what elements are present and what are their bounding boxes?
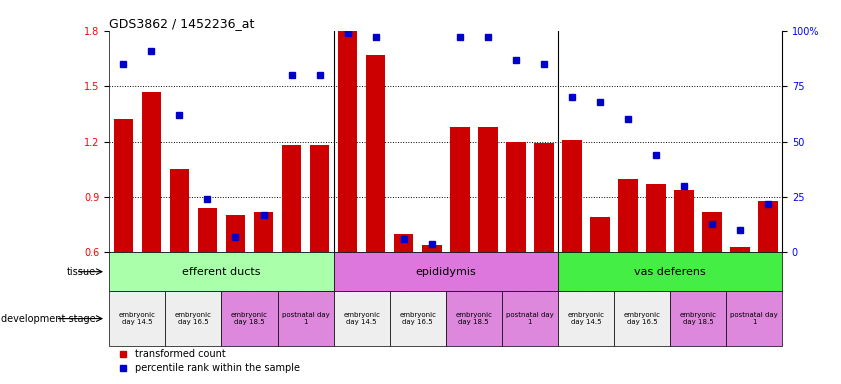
Bar — [198, 208, 217, 252]
Bar — [730, 247, 750, 252]
Bar — [590, 217, 610, 252]
Bar — [618, 179, 637, 252]
Bar — [534, 144, 553, 252]
Text: epididymis: epididymis — [415, 266, 476, 276]
Bar — [166, 291, 221, 346]
Text: percentile rank within the sample: percentile rank within the sample — [135, 363, 300, 373]
Text: development stage: development stage — [1, 314, 96, 324]
Bar — [450, 127, 469, 252]
Bar — [109, 291, 166, 346]
Text: embryonic
day 14.5: embryonic day 14.5 — [343, 312, 380, 325]
Text: transformed count: transformed count — [135, 349, 225, 359]
Bar — [726, 291, 782, 346]
Bar — [254, 212, 273, 252]
Bar — [446, 291, 502, 346]
Bar — [389, 291, 446, 346]
Bar — [334, 252, 558, 291]
Text: embryonic
day 16.5: embryonic day 16.5 — [623, 312, 660, 325]
Bar — [478, 127, 498, 252]
Bar — [141, 92, 161, 252]
Text: postnatal day
1: postnatal day 1 — [506, 312, 553, 325]
Bar — [562, 140, 582, 252]
Bar — [338, 31, 357, 252]
Text: GDS3862 / 1452236_at: GDS3862 / 1452236_at — [109, 17, 255, 30]
Bar — [646, 184, 666, 252]
Bar — [109, 252, 334, 291]
Text: embryonic
day 16.5: embryonic day 16.5 — [399, 312, 436, 325]
Text: efferent ducts: efferent ducts — [182, 266, 261, 276]
Bar — [502, 291, 558, 346]
Bar — [394, 234, 414, 252]
Bar — [114, 119, 133, 252]
Text: embryonic
day 18.5: embryonic day 18.5 — [455, 312, 492, 325]
Bar — [506, 142, 526, 252]
Text: embryonic
day 18.5: embryonic day 18.5 — [231, 312, 268, 325]
Bar — [282, 145, 301, 252]
Bar — [366, 55, 385, 252]
Bar — [309, 145, 330, 252]
Text: postnatal day
1: postnatal day 1 — [730, 312, 778, 325]
Bar — [759, 201, 778, 252]
Bar — [558, 252, 782, 291]
Bar — [278, 291, 334, 346]
Bar — [225, 215, 246, 252]
Text: embryonic
day 14.5: embryonic day 14.5 — [568, 312, 605, 325]
Bar — [558, 291, 614, 346]
Text: postnatal day
1: postnatal day 1 — [282, 312, 330, 325]
Bar — [702, 212, 722, 252]
Text: embryonic
day 16.5: embryonic day 16.5 — [175, 312, 212, 325]
Text: tissue: tissue — [66, 266, 96, 276]
Bar — [614, 291, 670, 346]
Text: vas deferens: vas deferens — [634, 266, 706, 276]
Bar — [334, 291, 389, 346]
Bar — [674, 190, 694, 252]
Text: embryonic
day 18.5: embryonic day 18.5 — [680, 312, 717, 325]
Bar — [670, 291, 726, 346]
Bar — [221, 291, 278, 346]
Bar — [422, 245, 442, 252]
Text: embryonic
day 14.5: embryonic day 14.5 — [119, 312, 156, 325]
Bar — [170, 169, 189, 252]
